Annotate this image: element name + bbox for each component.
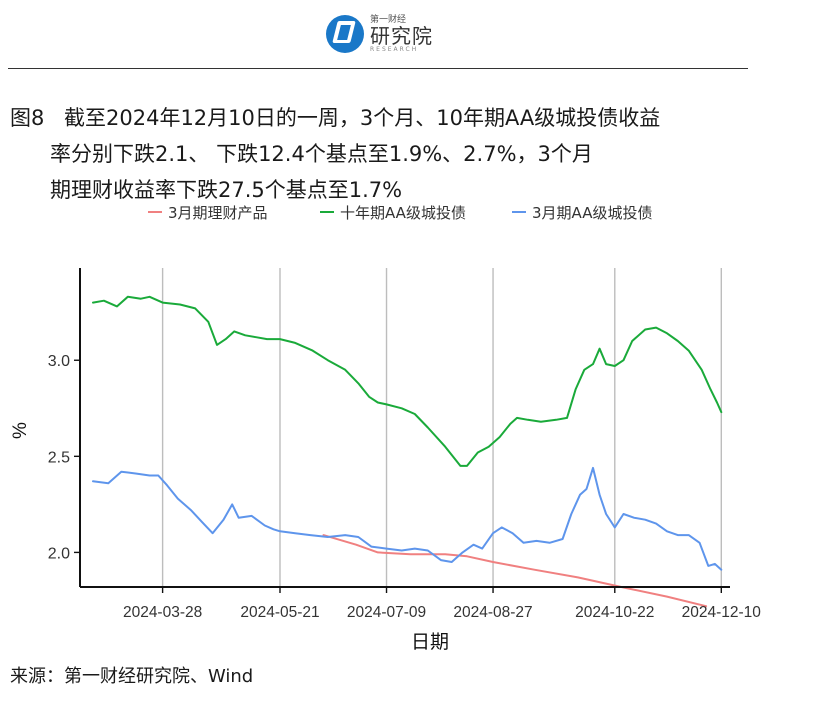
logo-text: 第一财经 研究院 RESEARCH xyxy=(370,14,433,53)
legend-label-2: 十年期AA级城投债 xyxy=(340,204,466,222)
x-tick-label: 2024-08-27 xyxy=(453,604,532,621)
logo: 第一财经 研究院 RESEARCH xyxy=(326,10,433,58)
y-tick-label: 2.0 xyxy=(48,545,70,562)
chart-grid xyxy=(161,268,723,587)
logo-sub: 第一财经 xyxy=(370,14,407,25)
y-tick-label: 2.5 xyxy=(48,449,70,466)
logo-main: 研究院 xyxy=(370,23,433,48)
series-line-3 xyxy=(92,466,723,571)
chart-series xyxy=(92,295,723,608)
x-tick-label: 2024-12-10 xyxy=(682,604,762,621)
x-tick-label: 2024-03-28 xyxy=(123,604,202,621)
line-chart: 3月期理财产品 十年期AA级城投债 3月期AA级城投债 2.0 2.5 3.0 2024-… xyxy=(10,204,761,653)
title-line-3: 期理财收益率下跌27.5个基点至1.7% xyxy=(50,178,403,202)
series-line-1 xyxy=(322,534,708,608)
figure-label: 图8 xyxy=(10,106,45,130)
legend-label-1: 3月期理财产品 xyxy=(168,204,268,222)
y-axis-title: % xyxy=(10,422,31,439)
source-note: 来源：第一财经研究院、Wind xyxy=(10,666,254,687)
x-tick-label: 2024-07-09 xyxy=(347,604,426,621)
x-tick-label: 2024-05-21 xyxy=(240,604,319,621)
legend-label-3: 3月期AA级城投债 xyxy=(532,204,652,222)
chart-axes: 2.0 2.5 3.0 2024-03-28 2024-05-21 2024-07-09 2… xyxy=(10,268,761,653)
title-line-2: 率分别下跌2.1、 下跌12.4个基点至1.9%、2.7%，3个月 xyxy=(50,142,593,166)
title-line-1: 截至2024年12月10日的一周，3个月、10年期AA级城投债收益 xyxy=(64,106,661,130)
chart-legend: 3月期理财产品 十年期AA级城投债 3月期AA级城投债 xyxy=(148,204,652,222)
logo-mark-icon xyxy=(326,15,364,53)
header-divider xyxy=(8,68,748,69)
x-tick-label: 2024-10-22 xyxy=(575,604,654,621)
series-line-2 xyxy=(92,295,723,467)
y-tick-label: 3.0 xyxy=(48,353,70,370)
logo-en: RESEARCH xyxy=(370,45,419,53)
x-axis-title: 日期 xyxy=(411,631,449,653)
figure-title: 图8 截至2024年12月10日的一周，3个月、10年期AA级城投债收益 率分别下… xyxy=(10,100,800,208)
